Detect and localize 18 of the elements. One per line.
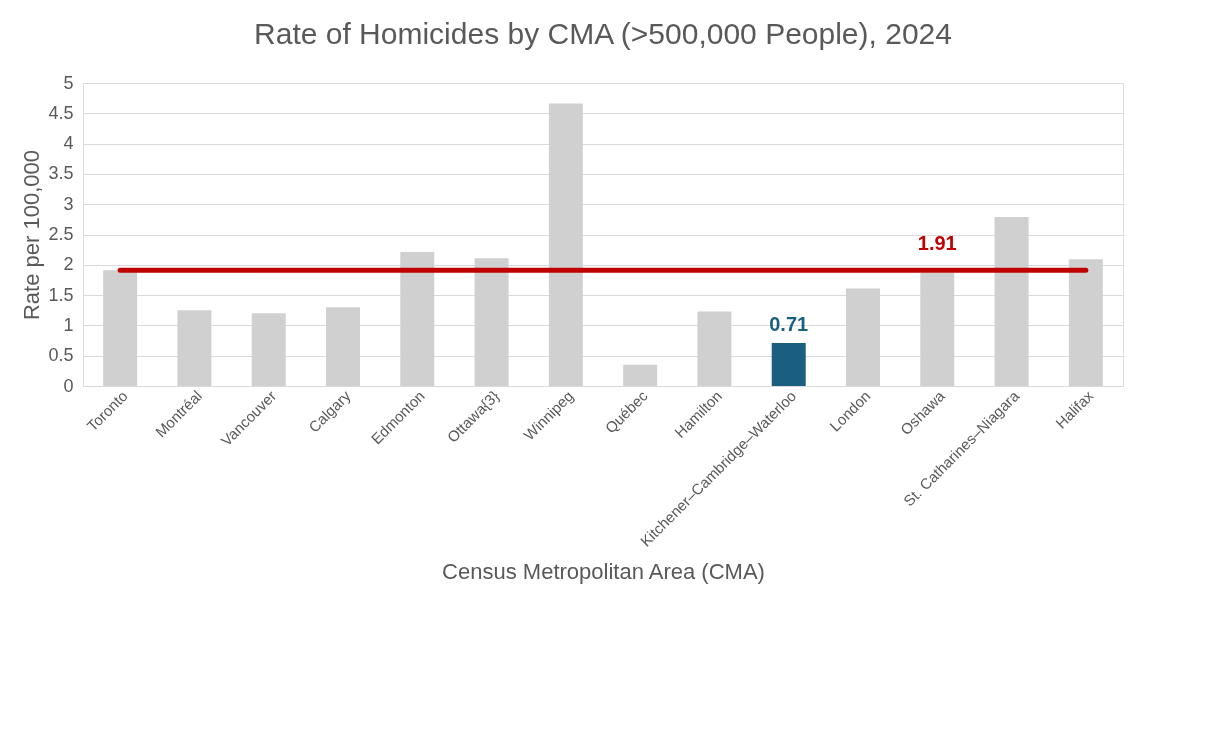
y-tick-label: 1	[63, 314, 74, 335]
y-tick-label: 5	[63, 72, 74, 93]
y-tick-label: 4	[63, 133, 74, 154]
y-tick-label: 3	[63, 193, 74, 214]
y-tick-label: 2	[63, 254, 74, 275]
y-tick-label: 4.5	[48, 102, 74, 123]
y-axis-title: Rate per 100,000	[19, 149, 45, 321]
y-tick-label: 1.5	[48, 284, 74, 305]
y-tick-label: 0.5	[48, 345, 74, 366]
y-tick-label: 0	[63, 375, 74, 396]
data-label: 0.71	[769, 312, 809, 335]
y-tick-label: 2.5	[48, 224, 74, 244]
ref-line-label: 1.91	[917, 232, 957, 255]
y-tick-label: 3.5	[48, 163, 74, 184]
chart-title: Rate of Homicides by CMA (>500,000 People), 2024	[254, 17, 952, 50]
bar	[623, 364, 658, 386]
bar	[771, 342, 806, 386]
x-axis-title: Census Metropolitan Area (CMA)	[442, 558, 765, 584]
